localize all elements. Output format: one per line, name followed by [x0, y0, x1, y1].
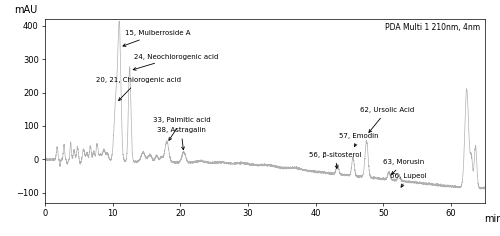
Text: PDA Multi 1 210nm, 4nm: PDA Multi 1 210nm, 4nm: [386, 23, 480, 32]
Text: 33, Palmitic acid: 33, Palmitic acid: [154, 117, 211, 140]
Text: 62, Ursolic Acid: 62, Ursolic Acid: [360, 107, 414, 132]
Text: 56, β-sitosterol: 56, β-sitosterol: [309, 152, 362, 169]
X-axis label: min: min: [484, 214, 500, 224]
Text: 38, Astragalin: 38, Astragalin: [156, 127, 206, 150]
Text: 15, Mulberroside A: 15, Mulberroside A: [123, 30, 190, 46]
Text: 66, Lupeol: 66, Lupeol: [390, 173, 427, 187]
Text: 24, Neochlorogenic acid: 24, Neochlorogenic acid: [133, 54, 218, 70]
Text: 57, Emodin: 57, Emodin: [340, 133, 379, 147]
Text: 20, 21, Chlorogenic acid: 20, 21, Chlorogenic acid: [96, 77, 181, 101]
Text: mAU: mAU: [14, 5, 38, 15]
Text: 63, Morusin: 63, Morusin: [384, 160, 424, 174]
